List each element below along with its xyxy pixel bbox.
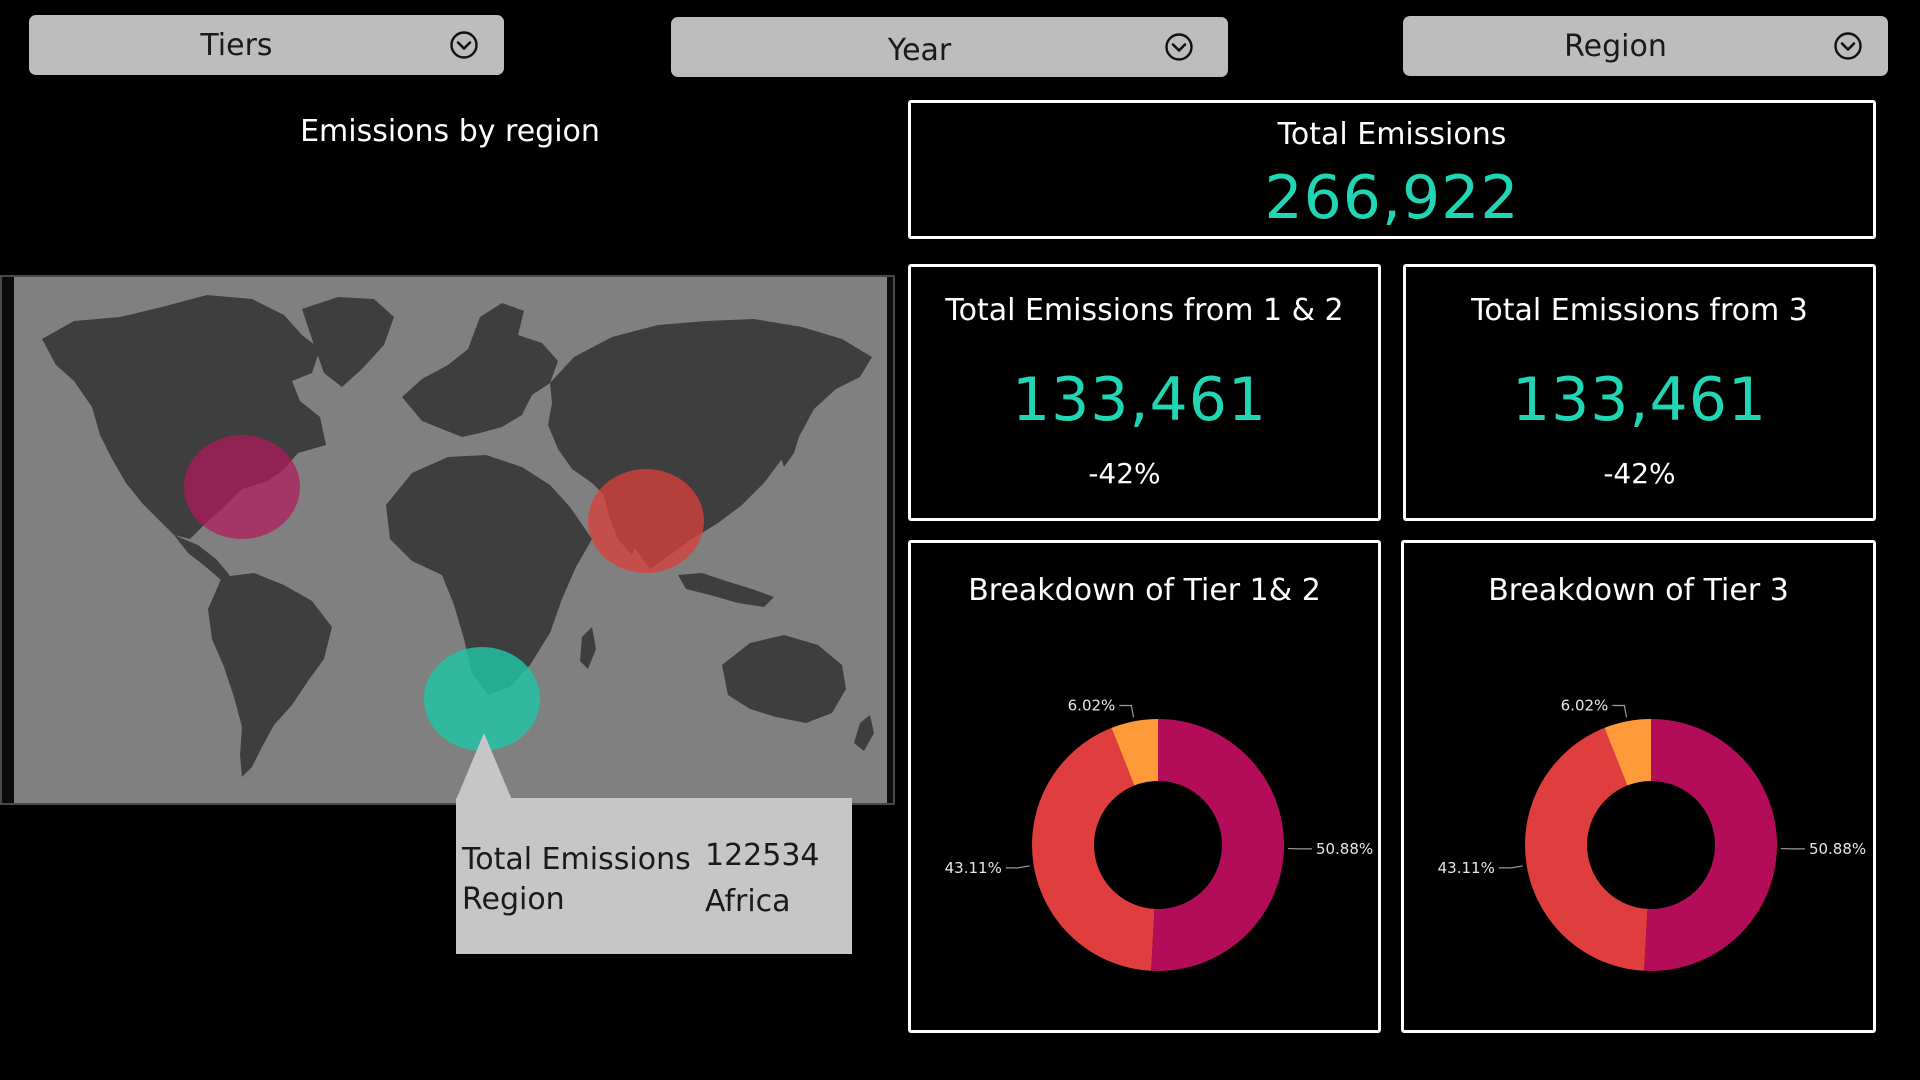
donut-slice[interactable]	[1644, 719, 1777, 971]
tooltip-total-label: Total Emissions	[462, 842, 691, 877]
year-dropdown-label: Year	[887, 32, 952, 68]
south-america-shape	[208, 573, 332, 777]
donut-slice-label: 50.88%	[1809, 840, 1866, 858]
map-title: Emissions by region	[300, 114, 600, 149]
tooltip-total-value: 122534	[705, 838, 820, 873]
donut-slice[interactable]	[1032, 727, 1155, 971]
donut-leader-line	[1005, 865, 1030, 869]
tier3-emissions-title: Total Emissions from 3	[1471, 293, 1808, 328]
tier3-donut-chart[interactable]: 50.88% 43.11% 6.02%	[1404, 543, 1873, 1030]
australia-shape	[722, 635, 846, 723]
tier12-emissions-title: Total Emissions from 1 & 2	[945, 293, 1344, 328]
tier3-breakdown-card[interactable]: Breakdown of Tier 3 50.88% 43.11% 6.02%	[1401, 540, 1876, 1033]
tier12-emissions-card[interactable]: Total Emissions from 1 & 2 133,461 -42%	[908, 264, 1381, 521]
tier12-emissions-value: 133,461	[1011, 365, 1268, 435]
donut-slice[interactable]	[1111, 719, 1158, 786]
map-tooltip: Total Emissions 122534 Region Africa	[456, 798, 852, 954]
tiers-dropdown[interactable]: Tiers	[29, 15, 504, 75]
greenland-shape	[302, 297, 394, 387]
total-emissions-value: 266,922	[1264, 163, 1520, 233]
chevron-down-icon	[1165, 33, 1193, 61]
region-dropdown[interactable]: Region	[1403, 16, 1888, 76]
donut-leader-line	[1498, 865, 1523, 869]
tooltip-region-label: Region	[462, 882, 565, 917]
chevron-down-icon	[1834, 32, 1862, 60]
africa-shape	[386, 455, 592, 695]
tier12-breakdown-card[interactable]: Breakdown of Tier 1& 2 50.88% 43.11% 6.02%	[908, 540, 1381, 1033]
europe-shape	[402, 335, 558, 437]
world-map-canvas[interactable]	[2, 277, 893, 803]
donut-slice[interactable]	[1604, 719, 1651, 786]
chevron-down-icon	[450, 31, 478, 59]
africa-bubble[interactable]	[424, 647, 540, 751]
central-america-shape	[174, 535, 234, 583]
asia-bubble[interactable]	[588, 469, 704, 573]
madagascar-shape	[580, 627, 596, 669]
new-zealand-shape	[854, 715, 874, 751]
tier3-emissions-delta: -42%	[1603, 457, 1676, 490]
donut-slice-label: 6.02%	[1561, 697, 1609, 715]
tooltip-region-value: Africa	[705, 884, 791, 919]
donut-slice-label: 43.11%	[945, 859, 1002, 877]
donut-slice-label: 43.11%	[1438, 859, 1495, 877]
tier3-emissions-card[interactable]: Total Emissions from 3 133,461 -42%	[1403, 264, 1876, 521]
total-emissions-card[interactable]: Total Emissions 266,922	[908, 100, 1876, 239]
scandinavia-shape	[468, 303, 524, 349]
donut-leader-line	[1612, 704, 1628, 718]
donut-slice[interactable]	[1525, 727, 1648, 971]
tier3-breakdown-title: Breakdown of Tier 3	[1488, 573, 1789, 608]
donut-leader-line	[1119, 704, 1135, 718]
world-map[interactable]	[0, 275, 895, 805]
tier12-breakdown-title: Breakdown of Tier 1& 2	[968, 573, 1321, 608]
donut-slice-label: 6.02%	[1068, 697, 1116, 715]
tier3-emissions-value: 133,461	[1511, 365, 1768, 435]
japan-shape	[778, 407, 802, 467]
indonesia-shape	[678, 573, 774, 607]
total-emissions-title: Total Emissions	[1277, 117, 1507, 152]
region-dropdown-label: Region	[1564, 28, 1667, 64]
tier12-donut-chart[interactable]: 50.88% 43.11% 6.02%	[911, 543, 1378, 1030]
tier12-emissions-delta: -42%	[1088, 457, 1161, 490]
year-dropdown[interactable]: Year	[671, 17, 1228, 77]
donut-slice-label: 50.88%	[1316, 840, 1373, 858]
donut-slice[interactable]	[1151, 719, 1284, 971]
tiers-dropdown-label: Tiers	[200, 27, 273, 63]
north-america-bubble[interactable]	[184, 435, 300, 539]
